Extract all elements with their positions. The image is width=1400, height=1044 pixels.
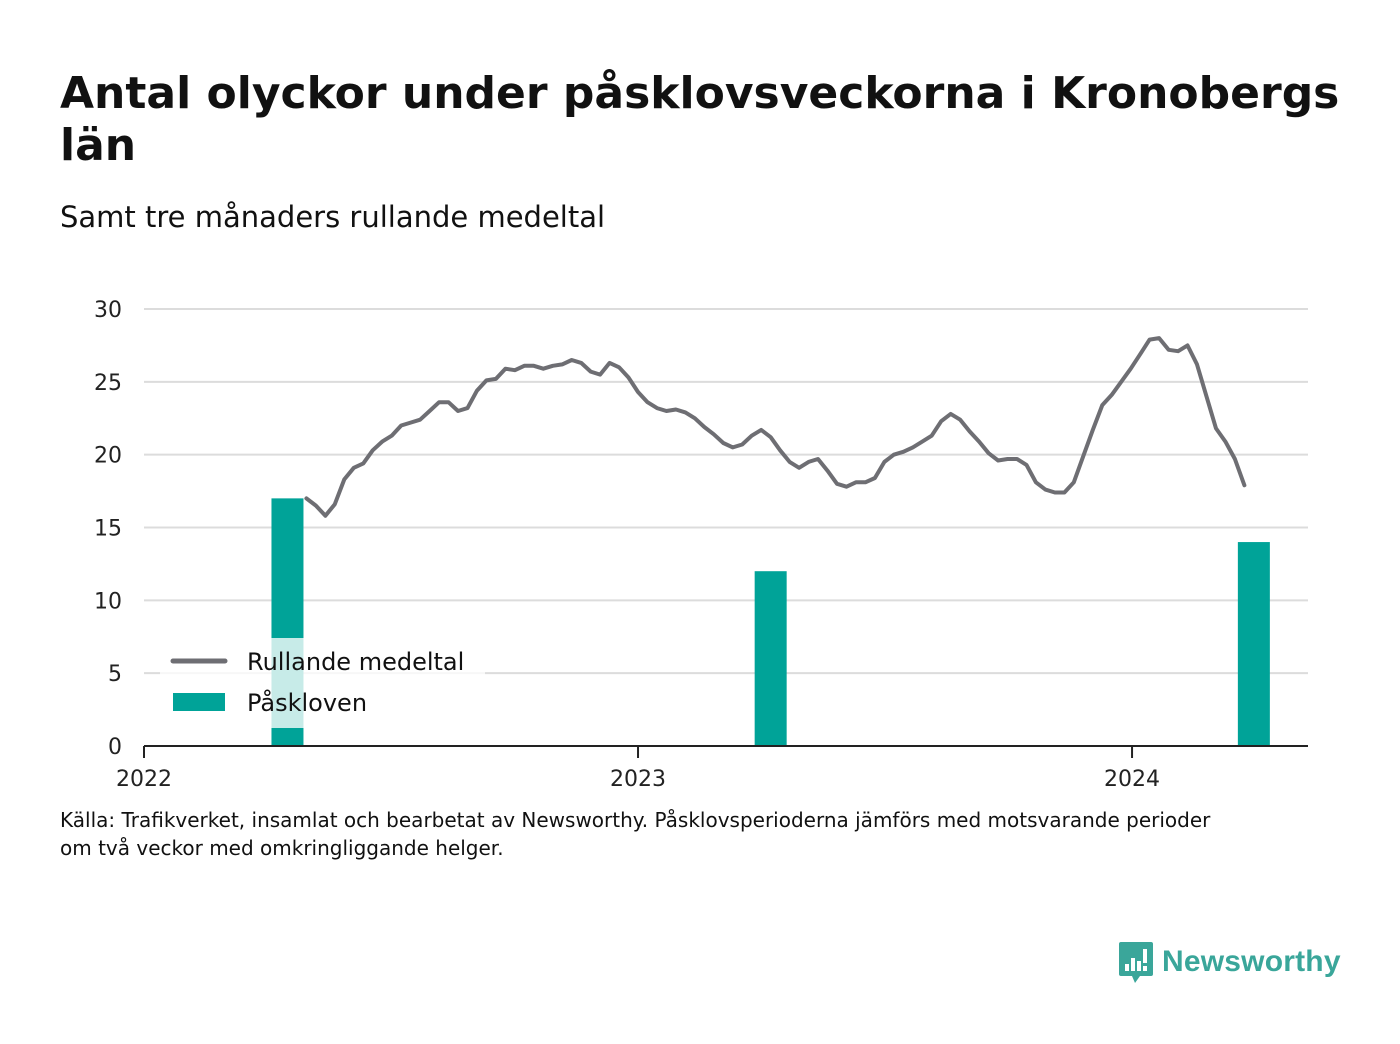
x-tick-label: 2023 [610, 767, 666, 792]
bar [754, 571, 787, 746]
legend-background [160, 638, 485, 728]
y-tick-label: 0 [108, 735, 122, 760]
source-line-2: om två veckor med omkringliggande helger… [60, 836, 504, 860]
x-tick-label: 2022 [116, 767, 172, 792]
newsworthy-chat-bars-icon [1119, 942, 1153, 983]
legend: Rullande medeltal Påskloven [160, 638, 485, 728]
legend-label: Rullande medeltal [247, 648, 464, 676]
y-axis-ticks: 0 5 10 15 20 25 30 [94, 298, 122, 760]
line-series [304, 336, 1247, 518]
source-note: Källa: Trafikverket, insamlat och bearbe… [60, 806, 1290, 862]
y-tick-label: 10 [94, 589, 122, 614]
legend-swatch-bar [173, 693, 225, 711]
x-axis: 2022 2023 2024 [116, 745, 1308, 792]
chart-svg: 0 5 10 15 20 25 30 2022 2023 2024 Rullande medel… [94, 298, 1308, 792]
bar [1237, 542, 1270, 746]
logo-text: Newsworthy [1162, 945, 1341, 978]
newsworthy-logo: Newsworthy [1118, 938, 1341, 986]
chart-subtitle: Samt tre månaders rullande medeltal [60, 200, 606, 234]
source-line-1: Källa: Trafikverket, insamlat och bearbe… [60, 808, 1211, 832]
y-tick-label: 30 [94, 298, 122, 323]
y-tick-label: 5 [108, 662, 122, 687]
bar-series [271, 498, 1270, 746]
chart-title: Antal olyckor under påsklovsveckorna i K… [60, 68, 1340, 171]
y-tick-label: 20 [94, 444, 122, 469]
line-rullande-medeltal [304, 336, 1247, 518]
grid-lines [144, 308, 1308, 675]
legend-label: Påskloven [247, 688, 367, 717]
y-tick-label: 25 [94, 371, 122, 396]
y-tick-label: 15 [94, 517, 122, 542]
x-tick-label: 2024 [1104, 767, 1160, 792]
